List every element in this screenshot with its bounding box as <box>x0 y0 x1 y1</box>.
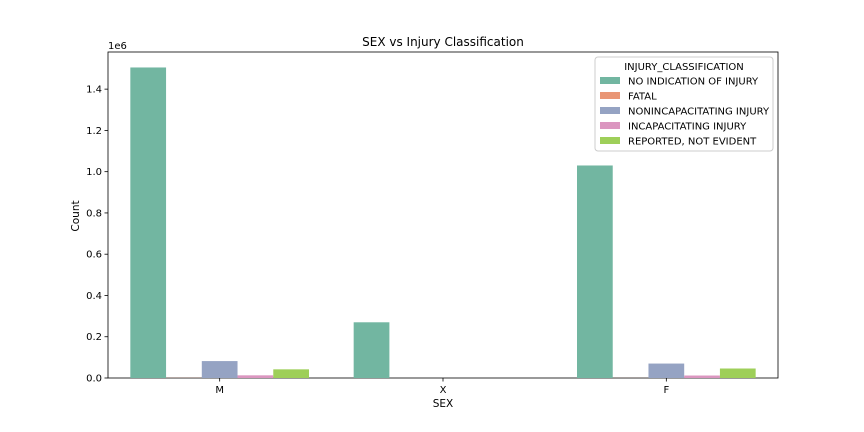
y-tick-label: 0.8 <box>86 208 102 219</box>
legend-entry: INCAPACITATING INJURY <box>628 122 747 133</box>
legend-swatch <box>600 77 620 84</box>
y-tick-label: 1.4 <box>86 85 102 96</box>
legend-swatch <box>600 137 620 144</box>
bar <box>201 361 238 378</box>
y-axis-label: Count <box>70 200 82 231</box>
legend-swatch <box>600 107 620 114</box>
chart-title: SEX vs Injury Classification <box>362 35 524 49</box>
x-axis-label: SEX <box>433 398 454 410</box>
legend-swatch <box>600 92 620 99</box>
bar <box>684 375 720 378</box>
legend-title: INJURY_CLASSIFICATION <box>624 62 744 73</box>
y-tick-label: 0.4 <box>86 291 102 302</box>
legend-entry: FATAL <box>628 92 657 103</box>
bar <box>648 363 685 378</box>
legend-entry: NO INDICATION OF INJURY <box>628 77 759 88</box>
bar <box>237 375 274 378</box>
y-axis: 0.0 0.2 0.4 0.6 0.8 1.0 1.2 1.4 <box>86 85 108 385</box>
y-tick-label: 1.2 <box>86 126 102 137</box>
y-tick-label: 0.2 <box>86 332 102 343</box>
legend-entry: NONINCAPACITATING INJURY <box>628 107 770 118</box>
x-tick-label: M <box>215 385 224 396</box>
bar <box>577 165 613 378</box>
bar <box>353 322 390 378</box>
legend-frame <box>594 56 774 152</box>
bar <box>130 67 167 378</box>
x-tick-label: X <box>440 385 447 396</box>
y-scale-label: 1e6 <box>108 41 127 52</box>
x-tick-label: F <box>663 385 669 396</box>
bar <box>273 369 309 378</box>
y-tick-label: 0.6 <box>86 250 102 261</box>
bar <box>719 368 756 378</box>
y-tick-label: 1.0 <box>86 167 102 178</box>
legend-swatch <box>600 122 620 129</box>
legend-entry: REPORTED, NOT EVIDENT <box>628 137 757 148</box>
bars-group <box>130 67 756 378</box>
y-tick-label: 0.0 <box>86 374 102 385</box>
legend: INJURY_CLASSIFICATION NO INDICATION OF IN… <box>594 56 774 152</box>
